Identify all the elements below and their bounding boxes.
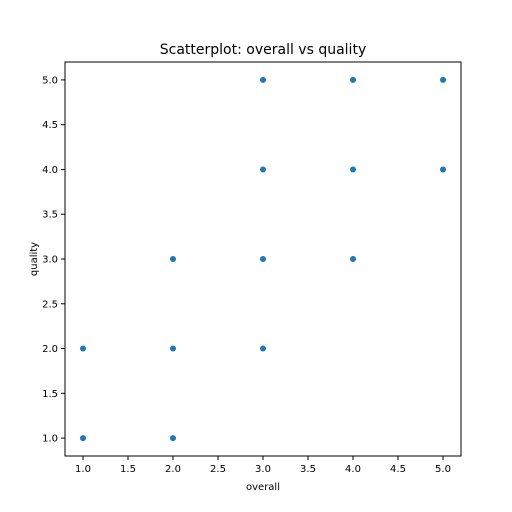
y-tick-label: 3.0 (42, 255, 58, 266)
x-tick-label: 1.0 (75, 464, 91, 475)
scatter-point (440, 76, 446, 83)
scatter-point (170, 435, 176, 442)
y-tick-label: 1.0 (42, 434, 58, 445)
y-axis: 1.0 1.5 2.0 2.5 3.0 3.5 4.0 4.5 5.0 (42, 75, 65, 445)
y-tick-label: 5.0 (42, 75, 58, 86)
scatter-point (440, 166, 446, 173)
x-tick-label: 1.5 (120, 464, 136, 475)
y-tick-label: 3.5 (42, 210, 58, 221)
y-tick-label: 4.0 (42, 165, 58, 176)
scatter-point (80, 345, 86, 352)
x-axis-label: overall (246, 482, 280, 493)
x-axis: 1.0 1.5 2.0 2.5 3.0 3.5 4.0 4.5 5.0 (75, 456, 451, 475)
scatter-point (350, 76, 356, 83)
x-tick-label: 2.5 (210, 464, 226, 475)
scatter-point (260, 166, 266, 173)
y-tick-label: 1.5 (42, 389, 58, 400)
scatter-point (260, 345, 266, 352)
x-tick-label: 3.5 (300, 464, 316, 475)
y-tick-label: 2.5 (42, 299, 58, 310)
x-tick-label: 2.0 (165, 464, 181, 475)
scatter-point (350, 256, 356, 262)
scatter-point (260, 76, 266, 83)
chart-title: Scatterplot: overall vs quality (160, 42, 366, 58)
x-tick-label: 3.0 (255, 464, 271, 475)
x-tick-label: 4.5 (390, 464, 406, 475)
plot-area: 1.0 1.5 2.0 2.5 3.0 3.5 4.0 4.5 5.0 1.0 1.5 2.0 2.5… (42, 61, 462, 475)
x-tick-label: 5.0 (435, 464, 451, 475)
scatter-point (80, 435, 86, 442)
scatter-point (260, 256, 266, 262)
y-tick-label: 4.5 (42, 120, 58, 131)
scatter-points (80, 76, 446, 442)
x-tick-label: 4.0 (345, 464, 361, 475)
scatter-point (350, 166, 356, 173)
scatter-point (170, 256, 176, 262)
y-axis-label: quality (29, 242, 40, 276)
scatter-point (170, 345, 176, 352)
y-tick-label: 2.0 (42, 344, 58, 355)
